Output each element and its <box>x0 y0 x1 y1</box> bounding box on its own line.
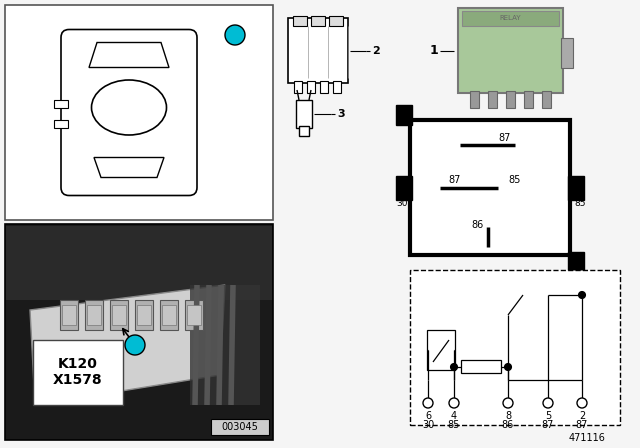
Bar <box>396 176 412 199</box>
Bar <box>137 305 151 325</box>
Bar <box>54 120 68 128</box>
Text: 003045: 003045 <box>221 422 259 432</box>
Polygon shape <box>94 158 164 177</box>
Text: 87: 87 <box>499 133 511 143</box>
Bar <box>396 105 412 125</box>
Bar <box>187 305 201 325</box>
Text: 87: 87 <box>542 420 554 430</box>
Text: 2: 2 <box>579 411 585 421</box>
Bar <box>410 270 620 425</box>
Bar <box>87 305 101 325</box>
Bar <box>5 5 273 220</box>
Bar <box>542 91 551 108</box>
Bar <box>333 81 341 93</box>
Circle shape <box>577 398 587 408</box>
Bar <box>190 285 260 405</box>
Bar <box>6 226 272 300</box>
Bar <box>160 300 178 330</box>
Bar <box>427 330 455 370</box>
Bar <box>60 300 78 330</box>
Bar <box>294 81 302 93</box>
Text: 1: 1 <box>131 340 139 350</box>
Bar <box>62 305 76 325</box>
Bar <box>185 300 203 330</box>
Polygon shape <box>89 43 169 68</box>
Bar <box>54 99 68 108</box>
Text: 87: 87 <box>576 420 588 430</box>
Circle shape <box>125 335 145 355</box>
Text: 86: 86 <box>502 420 514 430</box>
Bar <box>462 11 559 26</box>
Text: 85: 85 <box>574 199 586 208</box>
Bar <box>568 252 584 270</box>
Text: 4: 4 <box>451 411 457 421</box>
Text: 1: 1 <box>429 44 438 57</box>
Text: RELAY: RELAY <box>500 15 522 21</box>
Text: 30: 30 <box>422 420 434 430</box>
Circle shape <box>451 363 458 370</box>
Text: 2: 2 <box>372 46 380 56</box>
Circle shape <box>543 398 553 408</box>
Text: 1: 1 <box>231 30 239 40</box>
Bar <box>211 419 269 435</box>
Bar <box>110 300 128 330</box>
Bar <box>470 91 479 108</box>
Text: 86: 86 <box>472 220 484 230</box>
Text: 3: 3 <box>337 109 345 119</box>
Bar <box>112 305 126 325</box>
Circle shape <box>449 398 459 408</box>
Bar <box>288 18 348 83</box>
Text: 6: 6 <box>425 411 431 421</box>
Circle shape <box>503 398 513 408</box>
Text: 85: 85 <box>509 175 521 185</box>
Circle shape <box>225 25 245 45</box>
Bar <box>568 176 584 199</box>
Bar <box>307 81 315 93</box>
Text: 8: 8 <box>505 411 511 421</box>
Bar <box>311 16 325 26</box>
Bar <box>320 81 328 93</box>
Text: 30: 30 <box>396 199 408 208</box>
Text: 85: 85 <box>448 420 460 430</box>
Bar <box>293 16 307 26</box>
Bar <box>33 340 123 405</box>
Polygon shape <box>30 285 225 405</box>
Bar <box>299 126 309 136</box>
Bar <box>85 300 103 330</box>
Bar <box>410 120 570 255</box>
Bar <box>461 360 501 373</box>
Bar <box>296 100 312 128</box>
Bar <box>524 91 533 108</box>
Bar <box>488 91 497 108</box>
Circle shape <box>423 398 433 408</box>
Bar <box>329 16 343 26</box>
Bar <box>506 91 515 108</box>
Bar <box>135 300 153 330</box>
Text: 87: 87 <box>449 175 461 185</box>
Bar <box>458 8 563 93</box>
Bar <box>5 224 273 440</box>
FancyBboxPatch shape <box>61 30 197 195</box>
Text: 5: 5 <box>545 411 551 421</box>
Text: 471116: 471116 <box>568 433 605 443</box>
Bar <box>561 38 573 68</box>
Ellipse shape <box>92 80 166 135</box>
Circle shape <box>579 292 586 298</box>
Text: K120
X1578: K120 X1578 <box>53 357 103 387</box>
Bar <box>162 305 176 325</box>
Circle shape <box>504 363 511 370</box>
